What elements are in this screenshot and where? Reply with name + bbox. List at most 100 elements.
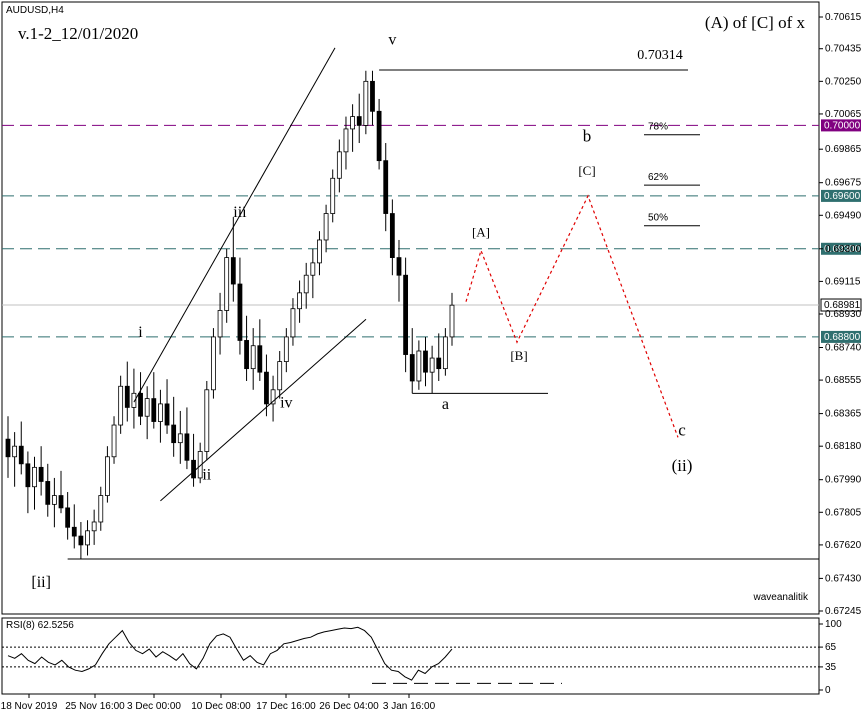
candle-body	[277, 361, 283, 391]
candle-body	[336, 151, 342, 179]
candle-body	[330, 177, 336, 214]
candle-body	[197, 451, 203, 479]
projection-label: [B]	[510, 348, 527, 363]
candle-body	[25, 463, 31, 488]
main-panel-frame	[1, 1, 820, 615]
candle-body	[370, 80, 375, 112]
wave-label: v	[388, 31, 396, 48]
candle-body	[217, 310, 223, 338]
chart-heading: (A) of [C] of x	[705, 13, 806, 32]
candle-body	[250, 345, 256, 370]
level-badge	[821, 189, 861, 202]
candle-body	[396, 257, 402, 276]
price-tick-label: 0.69115	[825, 276, 861, 287]
level-badge-label: 0.69300	[824, 244, 861, 255]
candle-body	[32, 466, 37, 488]
symbol-label: AUDUSD,H4	[6, 5, 64, 16]
candle-body	[409, 354, 415, 382]
level-badge-label: 0.70000	[824, 120, 861, 131]
candle-body	[98, 495, 104, 523]
candles	[5, 70, 455, 560]
projection-label: [A]	[472, 224, 490, 239]
price-tick-label: 0.67430	[825, 573, 862, 584]
wave-label: [ii]	[31, 574, 51, 591]
price-tick-label: 0.67990	[825, 475, 862, 486]
wave-label: a	[442, 396, 449, 413]
fib-label: 50%	[648, 213, 668, 224]
wave-label: iii	[233, 204, 247, 221]
candle-body	[449, 304, 455, 338]
projection-label: [C]	[578, 163, 595, 178]
candle-body	[343, 128, 349, 153]
candle-body	[290, 308, 296, 338]
candle-body	[78, 535, 84, 546]
price-tick-label: 0.68555	[825, 375, 862, 386]
channel-lower-line	[160, 318, 367, 502]
current-price-label: 0.68981	[824, 300, 861, 311]
candle-body	[257, 345, 263, 373]
price-tick-label: 0.69675	[825, 178, 862, 189]
time-tick-label: 3 Jan 16:00	[383, 701, 436, 712]
candle-body	[297, 292, 302, 310]
time-tick-label: 25 Nov 16:00	[65, 701, 125, 712]
price-tick-label: 0.70250	[825, 76, 862, 87]
price-tick-label: 0.69300	[825, 244, 862, 255]
fib-label: 62%	[648, 172, 668, 183]
price-tick-label: 0.67805	[825, 507, 862, 518]
candle-body	[111, 424, 117, 458]
channel-upper-line	[133, 47, 336, 403]
candle-body	[224, 257, 230, 311]
watermark-label: waveanalitik	[753, 592, 809, 603]
candle-body	[442, 336, 448, 370]
price-tick-label: 0.68740	[825, 342, 862, 353]
rsi-tick-label: 100	[825, 619, 842, 630]
rsi-panel-frame	[1, 617, 820, 695]
candle-body	[310, 262, 316, 276]
candle-body	[191, 459, 196, 479]
candle-body	[5, 438, 11, 458]
candle-body	[429, 357, 435, 373]
time-tick-label: 10 Dec 08:00	[191, 701, 251, 712]
candle-body	[58, 495, 64, 509]
candle-body	[158, 403, 163, 422]
rsi-line	[7, 626, 453, 681]
candle-body	[85, 530, 90, 546]
level-badge	[821, 330, 861, 343]
candle-body	[151, 398, 157, 422]
candle-body	[283, 336, 289, 362]
candle-body	[71, 526, 77, 537]
candle-body	[237, 283, 243, 341]
price-tick-label: 0.70435	[825, 44, 862, 55]
rsi-label: RSI(8) 62.5256	[6, 620, 74, 631]
price-tick-label: 0.68365	[825, 409, 862, 420]
candle-body	[264, 371, 269, 405]
candle-body	[403, 274, 409, 355]
candle-body	[363, 80, 369, 126]
candle-body	[124, 385, 130, 408]
candle-body	[211, 336, 216, 391]
top-level-label: 0.70314	[637, 48, 683, 63]
candle-body	[118, 385, 124, 426]
candle-body	[105, 456, 110, 496]
candle-body	[376, 110, 382, 162]
projection-label: b	[583, 126, 592, 145]
candle-body	[317, 239, 322, 264]
time-tick-label: 26 Dec 04:00	[319, 701, 379, 712]
candle-body	[436, 357, 442, 370]
projection-label: (ii)	[672, 456, 693, 475]
candle-body	[177, 433, 183, 444]
projection-path	[465, 194, 679, 438]
candle-body	[416, 350, 422, 382]
candle-body	[383, 160, 389, 214]
time-tick-label: 17 Dec 16:00	[256, 701, 316, 712]
price-tick-label: 0.70615	[825, 12, 862, 23]
version-label: v.1-2_12/01/2020	[18, 24, 138, 43]
time-tick-label: 18 Nov 2019	[1, 701, 58, 712]
candle-body	[270, 389, 276, 405]
level-badge	[821, 119, 861, 132]
candle-body	[131, 392, 137, 408]
candle-body	[303, 274, 309, 294]
candle-body	[138, 392, 143, 417]
price-tick-label: 0.69865	[825, 144, 862, 155]
